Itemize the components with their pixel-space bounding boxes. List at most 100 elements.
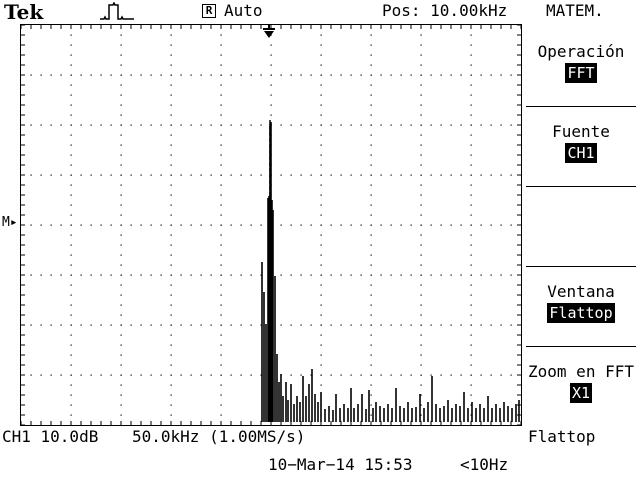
grid-dot [470,104,472,106]
grid-dot [280,74,282,76]
menu-title: MATEM. [546,1,604,20]
grid-dot [360,324,362,326]
grid-dot [470,174,472,176]
grid-dot [50,174,52,176]
grid-dot [470,194,472,196]
menu-item-operation-value: FFT [565,63,597,83]
grid-dot [370,284,372,286]
menu-item-operation[interactable]: Operación FFT [522,42,640,83]
grid-dot [110,124,112,126]
grid-dot [320,224,322,226]
grid-dot [270,64,272,66]
grid-dot [120,264,122,266]
grid-dot [280,274,282,276]
grid-dot [300,174,302,176]
menu-divider [526,106,636,107]
grid-dot [220,154,222,156]
grid-dot [380,224,382,226]
grid-dot [160,324,162,326]
menu-item-window[interactable]: Ventana Flattop [522,282,640,323]
grid-dot [450,174,452,176]
grid-dot [110,324,112,326]
math-reference-marker: M▸ [2,215,18,231]
grid-dot [320,244,322,246]
grid-dot [130,224,132,226]
grid-dot [220,54,222,56]
grid-dot [340,274,342,276]
grid-dot [370,154,372,156]
grid-dot [370,384,372,386]
menu-item-fft-zoom[interactable]: Zoom en FFT X1 [522,362,640,403]
grid-dot [320,294,322,296]
grid-dot [320,34,322,36]
grid-dot [480,274,482,276]
grid-dot [70,194,72,196]
grid-dot [170,324,172,326]
acquisition-mode-label: Auto [224,1,263,20]
grid-dot [420,104,422,106]
grid-dot [80,374,82,376]
grid-dot [420,44,422,46]
grid-dot [370,314,372,316]
ch1-scale-readout: CH1 10.0dB [2,427,99,446]
grid-dot [90,374,92,376]
grid-dot [470,244,472,246]
grid-dot [170,154,172,156]
grid-dot [110,274,112,276]
grid-dot [430,74,432,76]
grid-dot [70,114,72,116]
grid-dot [470,144,472,146]
grid-dot [190,124,192,126]
grid-dot [120,184,122,186]
grid-dot [130,324,132,326]
grid-dot [330,224,332,226]
waveform-display[interactable] [20,24,522,426]
grid-dot [410,324,412,326]
grid-dot [70,44,72,46]
grid-dot [210,274,212,276]
grid-dot [80,224,82,226]
grid-dot [320,124,322,126]
grid-dot [170,254,172,256]
grid-dot [120,104,122,106]
math-marker-label: M [2,215,10,230]
grid-dot [170,364,172,366]
grid-dot [280,124,282,126]
grid-dot [320,304,322,306]
grid-dot [110,224,112,226]
grid-dot [440,174,442,176]
grid-dot [60,124,62,126]
grid-dot [220,174,222,176]
menu-item-source[interactable]: Fuente CH1 [522,122,640,163]
grid-dot [120,384,122,386]
grid-dot [220,274,222,276]
grid-dot [470,284,472,286]
grid-dot [430,174,432,176]
grid-dot [200,174,202,176]
grid-dot [290,374,292,376]
grid-dot [290,74,292,76]
grid-dot [180,174,182,176]
grid-dot [420,354,422,356]
grid-dot [420,114,422,116]
window-status-readout: Flattop [528,427,596,446]
grid-dot [370,264,372,266]
grid-dot [370,84,372,86]
grid-dot [160,124,162,126]
grid-dot [220,324,222,326]
grid-dot [60,274,62,276]
grid-dot [60,224,62,226]
grid-dot [170,204,172,206]
grid-dot [70,224,72,226]
grid-dot [300,224,302,226]
grid-dot [320,354,322,356]
grid-dot [370,224,372,226]
grid-dot [220,114,222,116]
grid-dot [370,324,372,326]
grid-dot [90,74,92,76]
grid-dot [200,124,202,126]
grid-dot [440,124,442,126]
grid-dot [200,374,202,376]
grid-dot [220,334,222,336]
grid-dot [110,374,112,376]
